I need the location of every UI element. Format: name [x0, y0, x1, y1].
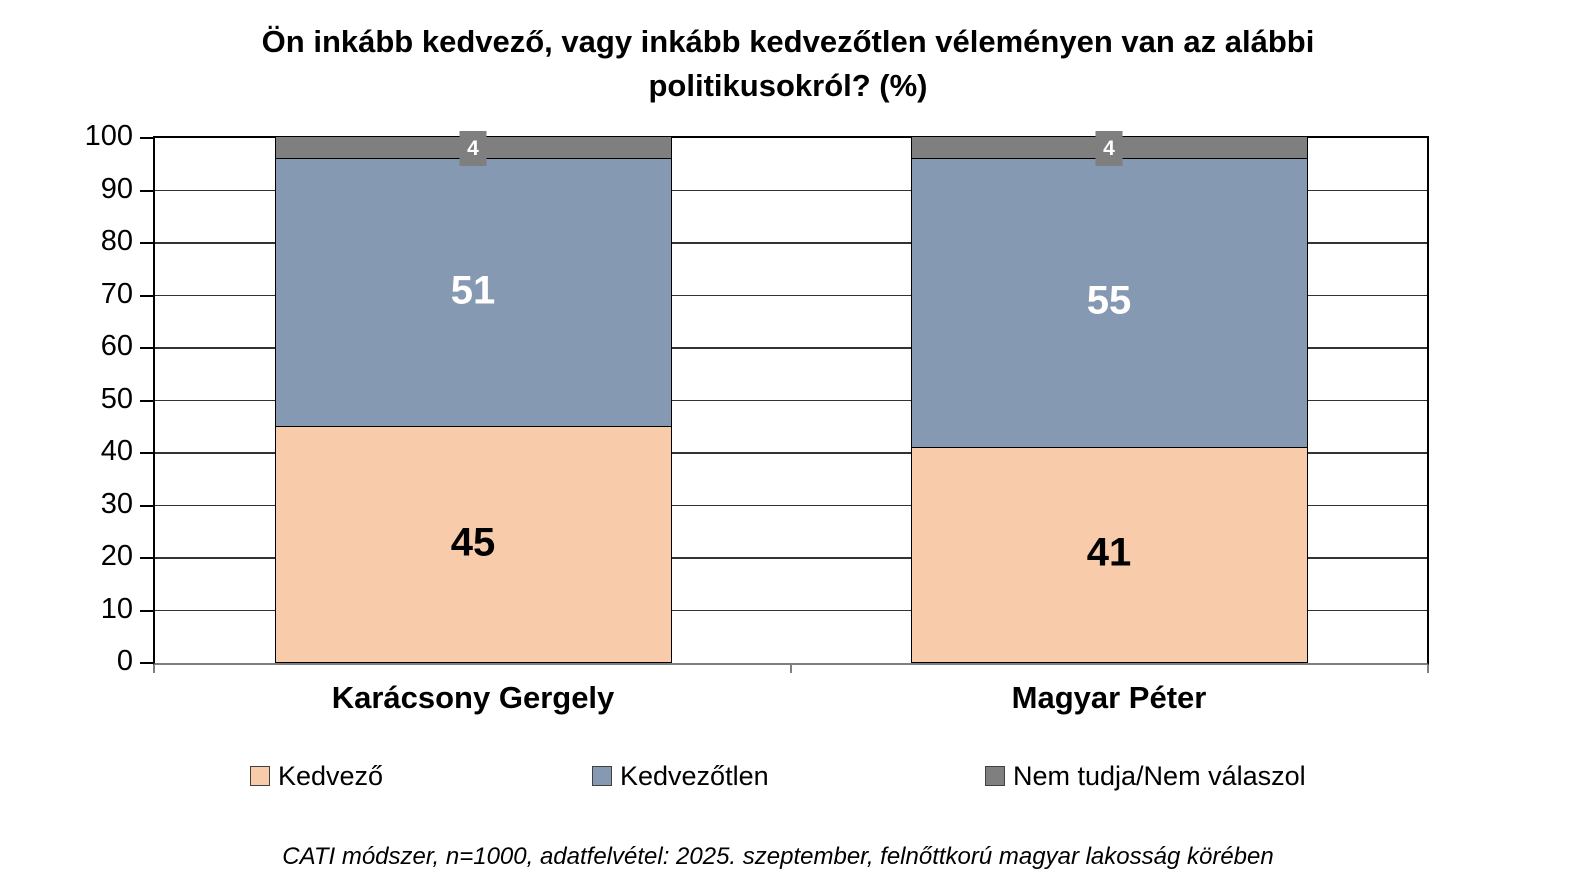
chart-title-text: Ön inkább kedvező, vagy inkább kedvezőtl…	[261, 24, 1315, 104]
legend-swatch	[592, 766, 612, 786]
y-tick-label-80: 80	[100, 225, 133, 257]
segment-kedvez-tlen: 55	[910, 157, 1308, 448]
legend-label: Nem tudja/Nem válaszol	[1013, 761, 1306, 791]
legend-item-kedvez-tlen: Kedvezőtlen	[592, 759, 769, 793]
y-tick-mark-10	[140, 609, 153, 612]
data-label: 4	[1095, 131, 1123, 166]
y-tick-label-60: 60	[100, 330, 133, 362]
plot-area: 45 51 4 41 55 4	[153, 131, 1429, 673]
chart-title: Ön inkább kedvező, vagy inkább kedvezőtl…	[0, 20, 1576, 108]
y-tick-label-40: 40	[100, 435, 133, 467]
segment-kedvez-: 45	[274, 424, 672, 663]
y-tick-mark-50	[140, 399, 153, 402]
y-tick-label-90: 90	[100, 172, 133, 205]
y-tick-mark-100	[140, 137, 153, 139]
y-tick-mark-40	[140, 452, 153, 454]
x-axis-labels: Karácsony Gergely Magyar Péter	[155, 680, 1427, 720]
legend-label: Kedvező	[278, 761, 384, 791]
y-tick-label-20: 20	[100, 540, 133, 572]
y-tick-mark-30	[140, 504, 153, 507]
y-tick-label-100: 100	[84, 120, 133, 152]
bar-kar-csony-gergely: 45 51 4	[274, 131, 672, 663]
category-label: Magyar Péter	[1011, 680, 1207, 715]
y-axis: 0 10 20 30 40 50 60 70 80 90 100	[0, 121, 153, 676]
legend-item-kedvez-: Kedvező	[250, 759, 383, 793]
gridline-40	[155, 452, 1427, 454]
x-axis-tick-2	[1427, 665, 1429, 673]
y-tick-mark-0	[140, 662, 153, 664]
y-tick-label-70: 70	[100, 277, 133, 310]
category-label: Karácsony Gergely	[331, 680, 615, 715]
legend-item-nem-tudja-nem-v-laszol: Nem tudja/Nem válaszol	[985, 759, 1306, 793]
legend-label: Kedvezőtlen	[620, 761, 769, 791]
chart-footnote: CATI módszer, n=1000, adatfelvétel: 2025…	[282, 843, 1274, 870]
data-label: 4	[459, 131, 487, 166]
data-label: 41	[1086, 530, 1132, 575]
data-label: 45	[450, 520, 496, 565]
legend-swatch	[250, 766, 270, 786]
y-tick-mark-70	[140, 294, 153, 297]
data-label: 55	[1086, 278, 1132, 323]
x-axis-tick-0	[153, 665, 155, 673]
gridline-20	[155, 557, 1427, 559]
y-tick-label-30: 30	[100, 487, 133, 520]
data-label: 51	[450, 268, 496, 313]
bar-magyar-p-ter: 41 55 4	[910, 131, 1308, 663]
y-tick-label-0: 0	[116, 645, 133, 677]
y-tick-mark-20	[140, 557, 153, 559]
gridline-30	[155, 504, 1427, 507]
y-tick-label-50: 50	[100, 382, 133, 415]
y-tick-mark-90	[140, 189, 153, 192]
gridline-50	[155, 399, 1427, 402]
x-axis-tick-1	[790, 665, 792, 673]
segment-kedvez-: 41	[910, 445, 1308, 663]
y-tick-label-10: 10	[100, 592, 133, 625]
legend: Kedvező Kedvezőtlen Nem tudja/Nem válaszol	[155, 759, 1431, 793]
legend-swatch	[985, 766, 1005, 786]
gridline-80	[155, 242, 1427, 244]
gridline-70	[155, 294, 1427, 297]
segment-kedvez-tlen: 51	[274, 157, 672, 427]
y-tick-mark-60	[140, 347, 153, 349]
gridline-90	[155, 189, 1427, 192]
gridline-10	[155, 609, 1427, 612]
gridline-60	[155, 347, 1427, 349]
y-tick-mark-80	[140, 242, 153, 244]
